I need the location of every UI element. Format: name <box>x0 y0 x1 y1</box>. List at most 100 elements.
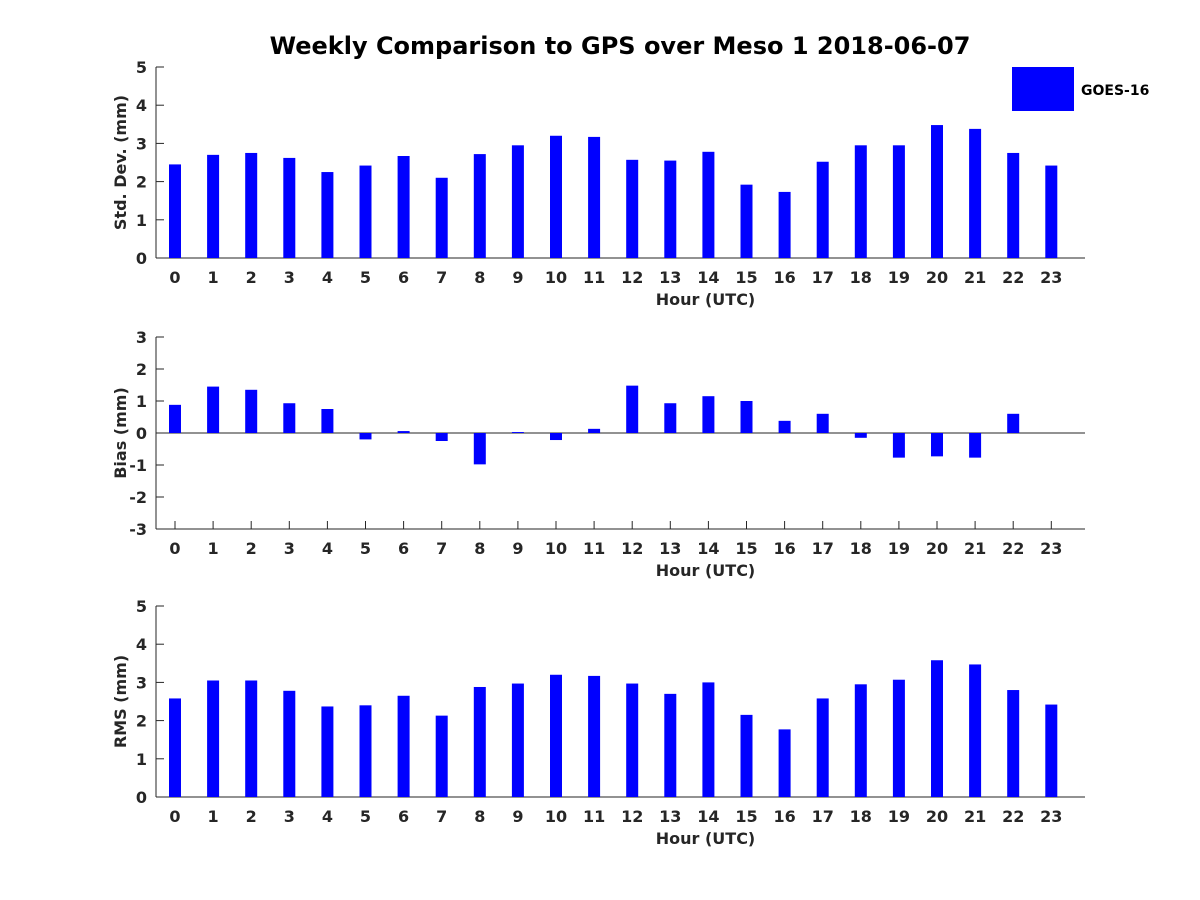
y-tick-label: 1 <box>136 392 147 411</box>
bar-hour-13 <box>664 160 677 258</box>
bar-hour-9 <box>511 683 524 797</box>
bar-hour-5 <box>359 433 372 440</box>
y-tick-label: 2 <box>136 173 147 192</box>
bar-hour-9 <box>511 432 524 433</box>
bar-hour-22 <box>1007 413 1020 433</box>
bar-hour-5 <box>359 705 372 797</box>
x-tick-label: 11 <box>583 539 605 558</box>
x-tick-label: 23 <box>1040 539 1062 558</box>
x-tick-label: 4 <box>322 268 333 287</box>
bar-hour-2 <box>245 152 258 258</box>
x-tick-label: 16 <box>773 539 795 558</box>
bar-hour-7 <box>435 715 448 797</box>
bar-hour-21 <box>969 664 982 797</box>
bar-hour-6 <box>397 431 410 433</box>
y-tick-label: 3 <box>136 134 147 153</box>
legend-swatch-goes-16 <box>1012 67 1074 111</box>
bar-hour-18 <box>854 145 867 258</box>
x-tick-label: 7 <box>436 807 447 826</box>
bar-hour-14 <box>702 151 715 258</box>
bar-hour-23 <box>1045 165 1058 258</box>
bar-hour-1 <box>207 386 220 433</box>
bar-hour-13 <box>664 693 677 797</box>
x-tick-label: 6 <box>398 539 409 558</box>
x-tick-label: 19 <box>888 539 910 558</box>
x-tick-label: 16 <box>773 268 795 287</box>
x-tick-label: 4 <box>322 539 333 558</box>
y-tick-label: 1 <box>136 750 147 769</box>
x-tick-label: 22 <box>1002 268 1024 287</box>
x-tick-label: 1 <box>208 539 219 558</box>
y-axis-label: Std. Dev. (mm) <box>111 95 130 230</box>
bar-hour-7 <box>435 177 448 258</box>
bar-hour-1 <box>207 154 220 258</box>
bar-hour-22 <box>1007 690 1020 797</box>
bar-hour-11 <box>588 428 601 433</box>
x-tick-label: 0 <box>169 268 180 287</box>
x-tick-label: 2 <box>246 268 257 287</box>
y-tick-label: -2 <box>129 488 147 507</box>
x-tick-label: 8 <box>474 268 485 287</box>
x-tick-label: 2 <box>246 539 257 558</box>
x-tick-label: 12 <box>621 807 643 826</box>
x-tick-label: 10 <box>545 268 567 287</box>
bar-hour-13 <box>664 403 677 433</box>
bar-hour-5 <box>359 165 372 258</box>
bar-hour-14 <box>702 396 715 433</box>
x-tick-label: 12 <box>621 268 643 287</box>
bar-hour-0 <box>169 164 181 258</box>
x-tick-label: 7 <box>436 539 447 558</box>
x-tick-label: 13 <box>659 807 681 826</box>
x-tick-label: 12 <box>621 539 643 558</box>
y-tick-label: 2 <box>136 360 147 379</box>
bar-hour-20 <box>931 660 943 797</box>
bar-hour-0 <box>169 698 181 797</box>
bar-hour-6 <box>397 156 410 258</box>
x-tick-label: 13 <box>659 268 681 287</box>
x-tick-label: 22 <box>1002 539 1024 558</box>
bar-hour-8 <box>473 154 486 258</box>
x-tick-label: 6 <box>398 807 409 826</box>
y-tick-label: 1 <box>136 211 147 230</box>
x-tick-label: 5 <box>360 807 371 826</box>
x-tick-label: 14 <box>697 539 719 558</box>
x-tick-label: 15 <box>735 539 757 558</box>
bar-hour-11 <box>588 136 601 258</box>
x-tick-label: 0 <box>169 807 180 826</box>
bar-hour-18 <box>854 433 867 438</box>
bar-hour-17 <box>816 698 829 797</box>
x-tick-label: 2 <box>246 807 257 826</box>
bar-hour-8 <box>473 686 486 797</box>
bar-hour-1 <box>207 680 220 797</box>
bar-hour-4 <box>321 172 334 258</box>
x-tick-label: 15 <box>735 807 757 826</box>
bar-hour-10 <box>550 674 562 797</box>
y-tick-label: 3 <box>136 673 147 692</box>
x-tick-label: 7 <box>436 268 447 287</box>
x-tick-label: 3 <box>284 268 295 287</box>
x-tick-label: 14 <box>697 268 719 287</box>
bar-hour-12 <box>626 159 639 258</box>
bar-hour-6 <box>397 695 410 797</box>
x-tick-label: 20 <box>926 539 948 558</box>
bar-hour-3 <box>283 157 296 258</box>
bar-hour-15 <box>740 401 753 433</box>
bar-hour-17 <box>816 413 829 433</box>
bar-hour-11 <box>588 675 601 797</box>
x-tick-label: 9 <box>512 807 523 826</box>
bar-hour-23 <box>1045 704 1058 797</box>
x-tick-label: 20 <box>926 268 948 287</box>
x-tick-label: 21 <box>964 807 986 826</box>
bar-hour-16 <box>778 191 791 258</box>
chart-title: Weekly Comparison to GPS over Meso 1 201… <box>270 32 971 60</box>
bar-hour-10 <box>550 135 562 258</box>
x-tick-label: 6 <box>398 268 409 287</box>
x-tick-label: 11 <box>583 807 605 826</box>
y-axis-label: RMS (mm) <box>111 655 130 748</box>
bar-hour-3 <box>283 403 296 433</box>
x-tick-label: 11 <box>583 268 605 287</box>
bar-hour-17 <box>816 161 829 258</box>
bar-hour-10 <box>550 433 562 441</box>
x-tick-label: 0 <box>169 539 180 558</box>
